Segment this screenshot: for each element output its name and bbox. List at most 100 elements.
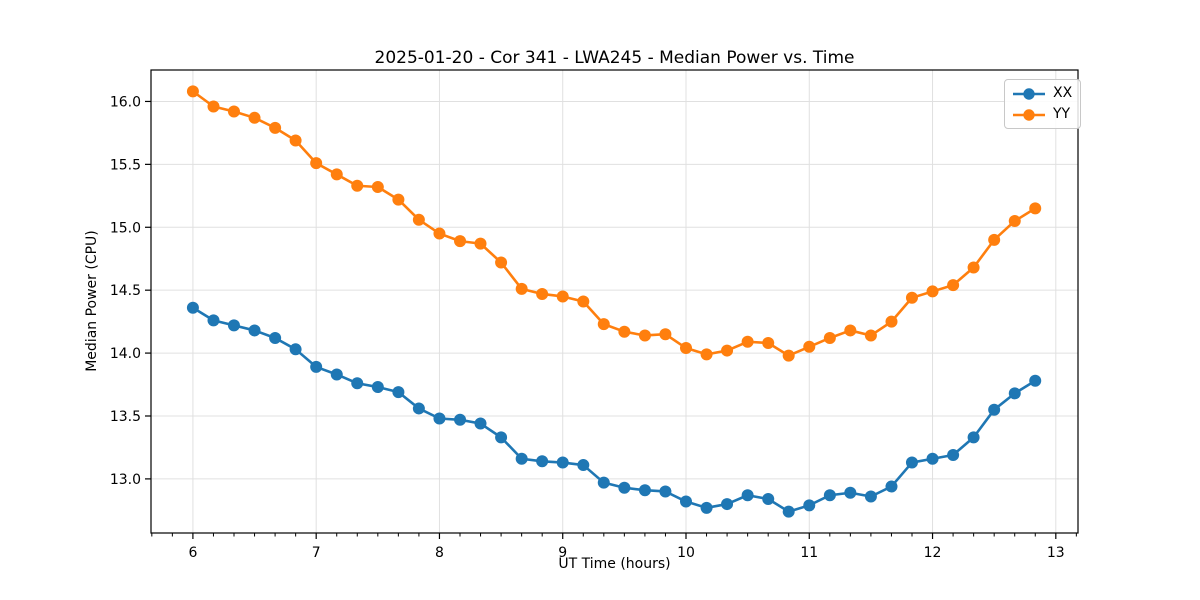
- x-tick-label: 8: [435, 545, 444, 561]
- data-point-yy: [618, 325, 631, 338]
- data-point-yy: [823, 331, 836, 344]
- data-point-yy: [597, 318, 610, 331]
- legend-entry-xx: XX: [1012, 84, 1072, 103]
- data-point-yy: [947, 279, 960, 292]
- data-point-xx: [618, 481, 631, 494]
- data-point-yy: [905, 291, 918, 304]
- data-point-yy: [412, 213, 425, 226]
- data-point-xx: [823, 489, 836, 502]
- data-point-yy: [1008, 214, 1021, 227]
- legend-swatch-xx-icon: [1013, 87, 1045, 100]
- data-point-yy: [227, 105, 240, 118]
- data-point-yy: [248, 111, 261, 124]
- x-tick-label: 6: [188, 545, 197, 561]
- legend: XX YY: [1004, 79, 1082, 129]
- data-point-xx: [454, 413, 467, 426]
- data-point-xx: [474, 417, 487, 430]
- data-point-yy: [659, 328, 672, 341]
- data-point-yy: [762, 337, 775, 350]
- data-point-yy: [495, 256, 508, 269]
- data-point-yy: [577, 295, 590, 308]
- legend-entry-yy: YY: [1012, 105, 1072, 124]
- x-tick-label: 13: [1047, 545, 1065, 561]
- y-tick-label: 16.0: [110, 94, 141, 110]
- data-point-yy: [330, 168, 343, 181]
- data-point-yy: [556, 290, 569, 303]
- data-point-xx: [803, 499, 816, 512]
- data-point-xx: [186, 301, 199, 314]
- data-point-xx: [700, 501, 713, 514]
- data-point-xx: [988, 403, 1001, 416]
- data-point-yy: [864, 329, 877, 342]
- data-point-xx: [207, 314, 220, 327]
- data-point-yy: [371, 181, 384, 194]
- plot-frame: [150, 69, 1079, 534]
- data-point-xx: [844, 486, 857, 499]
- data-point-xx: [905, 456, 918, 469]
- data-point-xx: [864, 490, 877, 503]
- data-point-yy: [741, 335, 754, 348]
- data-point-xx: [248, 324, 261, 337]
- y-tick-label: 15.5: [110, 157, 141, 173]
- data-point-xx: [227, 319, 240, 332]
- data-point-xx: [433, 412, 446, 425]
- data-point-xx: [967, 431, 980, 444]
- data-point-xx: [721, 498, 734, 511]
- x-tick-label: 12: [924, 545, 942, 561]
- data-point-yy: [454, 235, 467, 248]
- x-axis-label: UT Time (hours): [558, 556, 671, 572]
- data-point-yy: [803, 340, 816, 353]
- data-point-yy: [351, 179, 364, 192]
- legend-swatch-yy-icon: [1013, 108, 1045, 121]
- data-point-xx: [351, 377, 364, 390]
- data-point-xx: [495, 431, 508, 444]
- data-point-xx: [556, 456, 569, 469]
- y-tick-label: 15.0: [110, 220, 141, 236]
- y-tick-label: 14.5: [110, 283, 141, 299]
- data-point-xx: [392, 386, 405, 399]
- data-point-xx: [659, 485, 672, 498]
- x-tick-label: 11: [800, 545, 818, 561]
- data-point-yy: [721, 344, 734, 357]
- x-tick-label: 9: [558, 545, 567, 561]
- data-point-xx: [536, 455, 549, 468]
- data-point-yy: [474, 237, 487, 250]
- data-point-xx: [371, 381, 384, 394]
- legend-label-yy: YY: [1053, 106, 1071, 122]
- data-point-xx: [330, 368, 343, 381]
- data-point-yy: [926, 285, 939, 298]
- data-point-yy: [679, 342, 692, 355]
- series-line-yy: [191, 90, 1037, 357]
- data-point-yy: [1029, 202, 1042, 215]
- y-tick-label: 14.0: [110, 346, 141, 362]
- y-tick-label: 13.0: [110, 472, 141, 488]
- data-point-xx: [269, 331, 282, 344]
- data-point-xx: [782, 505, 795, 518]
- data-point-xx: [885, 480, 898, 493]
- data-point-yy: [700, 348, 713, 361]
- data-point-yy: [392, 193, 405, 206]
- data-point-yy: [310, 157, 323, 170]
- data-point-yy: [844, 324, 857, 337]
- data-point-xx: [289, 343, 302, 356]
- data-point-yy: [515, 282, 528, 295]
- y-axis-label: Median Power (CPU): [84, 230, 100, 372]
- data-point-yy: [536, 287, 549, 300]
- data-point-xx: [597, 476, 610, 489]
- data-point-xx: [577, 459, 590, 472]
- data-point-yy: [638, 329, 651, 342]
- data-point-xx: [638, 484, 651, 497]
- data-point-yy: [289, 134, 302, 147]
- legend-label-xx: XX: [1053, 85, 1073, 101]
- data-point-yy: [885, 315, 898, 328]
- x-tick-label: 7: [312, 545, 321, 561]
- data-point-yy: [967, 261, 980, 274]
- data-point-xx: [926, 452, 939, 465]
- data-point-xx: [741, 489, 754, 502]
- data-point-xx: [1008, 387, 1021, 400]
- data-point-xx: [1029, 374, 1042, 387]
- x-tick-label: 10: [677, 545, 695, 561]
- data-point-xx: [762, 493, 775, 506]
